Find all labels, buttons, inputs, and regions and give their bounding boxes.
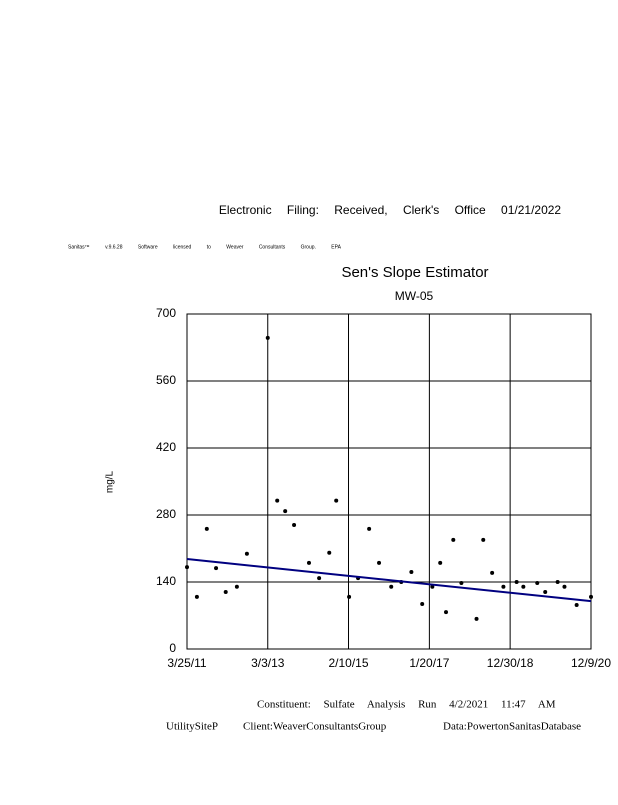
data-point	[409, 569, 414, 574]
data-point	[555, 580, 560, 584]
data-point	[543, 590, 548, 595]
plot-frame	[186, 313, 592, 650]
data-point	[451, 537, 456, 542]
footer-client: Client:WeaverConsultantsGroup	[243, 721, 387, 733]
data-point	[562, 584, 567, 589]
y-tick-label: 280	[156, 507, 176, 521]
data-point	[490, 570, 495, 575]
data-point	[283, 509, 288, 514]
trend-line	[186, 558, 592, 603]
data-point	[334, 498, 339, 503]
y-tick-label: 0	[169, 641, 176, 655]
data-point	[377, 560, 382, 565]
data-point	[521, 584, 526, 589]
x-tick-label: 1/20/17	[409, 656, 449, 670]
data-point	[204, 526, 209, 531]
data-point	[292, 523, 297, 528]
data-point	[223, 590, 228, 595]
data-point	[430, 584, 435, 589]
x-tick-label: 2/10/15	[328, 656, 368, 670]
data-point	[185, 565, 189, 570]
data-point	[214, 566, 219, 571]
data-point	[589, 594, 593, 599]
x-tick-label: 3/3/13	[251, 656, 285, 670]
license-note: Sanitas™ v.9.6.28 Software licensed to W…	[68, 244, 342, 250]
chart-subtitle: MW-05	[395, 289, 434, 303]
data-point	[317, 576, 322, 581]
data-point	[327, 550, 332, 555]
data-point	[306, 560, 311, 565]
filing-stamp: Electronic Filing: Received, Clerk's Off…	[219, 203, 562, 217]
data-point	[574, 602, 579, 607]
data-point	[444, 610, 449, 615]
footer-constituent: Constituent: Sulfate Analysis Run 4/2/20…	[257, 699, 556, 711]
data-point	[244, 551, 249, 556]
y-tick-label: 560	[156, 373, 176, 387]
footer-data: Data:PowertonSanitasDatabase	[443, 721, 581, 733]
y-tick-label: 140	[156, 574, 176, 588]
chart-title: Sen's Slope Estimator	[341, 264, 488, 281]
data-point	[501, 584, 506, 589]
data-point	[514, 580, 519, 584]
y-axis-label: mg/L	[105, 470, 116, 493]
footer-site: UtilitySiteP	[166, 721, 218, 733]
data-point	[438, 560, 443, 565]
y-tick-label: 700	[156, 306, 176, 320]
x-tick-label: 3/25/11	[167, 656, 206, 670]
x-tick-label: 12/30/18	[487, 656, 534, 670]
data-point	[367, 526, 372, 531]
data-point	[234, 584, 239, 589]
data-point	[535, 580, 540, 585]
data-point	[420, 602, 425, 607]
data-point	[474, 616, 479, 621]
data-point	[481, 537, 486, 542]
y-tick-label: 420	[156, 440, 176, 454]
data-point	[459, 580, 464, 585]
data-point	[347, 594, 352, 599]
data-point	[265, 335, 270, 340]
data-point	[275, 498, 280, 503]
data-point	[194, 594, 199, 599]
x-tick-label: 12/9/20	[571, 656, 611, 670]
data-point	[389, 584, 394, 589]
